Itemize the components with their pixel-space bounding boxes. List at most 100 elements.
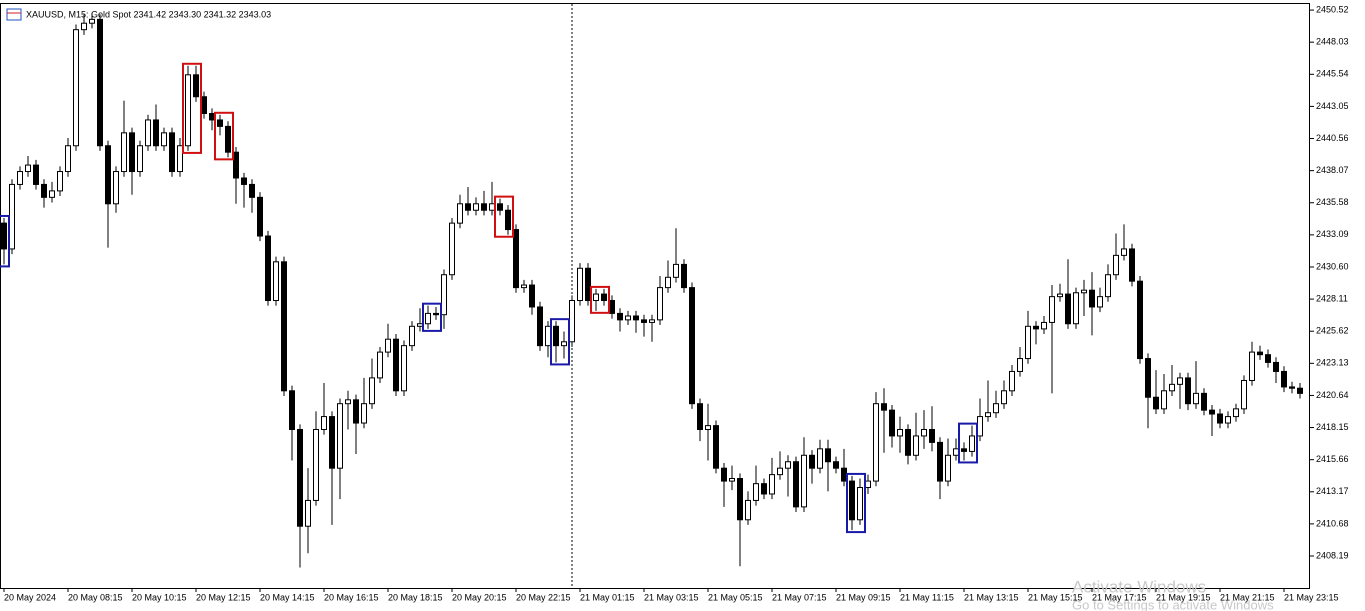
candle-body bbox=[897, 428, 903, 437]
candle-body bbox=[425, 312, 431, 325]
highlight-box bbox=[422, 302, 442, 332]
candle-body bbox=[977, 416, 983, 437]
x-tick-label: 20 May 14:15 bbox=[260, 592, 315, 602]
candle-body bbox=[217, 119, 223, 127]
candle-body bbox=[1081, 289, 1087, 294]
x-tick-label: 20 May 20:15 bbox=[452, 592, 507, 602]
candle-body bbox=[1025, 325, 1031, 360]
candle-body bbox=[273, 261, 279, 302]
candle-body bbox=[769, 474, 775, 495]
candle-body bbox=[865, 480, 871, 489]
candle-body bbox=[441, 274, 447, 316]
candle-body bbox=[1273, 361, 1279, 372]
candle-body bbox=[153, 119, 159, 147]
y-tick-label: 2443.05 bbox=[1316, 101, 1349, 111]
candle-body bbox=[809, 454, 815, 469]
candle-body bbox=[1161, 390, 1167, 410]
candle-body bbox=[1201, 392, 1207, 411]
candle-body bbox=[1177, 377, 1183, 385]
candle-body bbox=[241, 177, 247, 185]
candle-body bbox=[921, 428, 927, 437]
candle-body bbox=[673, 263, 679, 278]
y-tick-label: 2415.66 bbox=[1316, 454, 1349, 464]
candle-body bbox=[313, 428, 319, 501]
candle-body bbox=[529, 284, 535, 308]
y-tick-label: 2435.58 bbox=[1316, 197, 1349, 207]
candle-body bbox=[833, 461, 839, 469]
candle-body bbox=[681, 263, 687, 289]
candle-body bbox=[1249, 351, 1255, 381]
highlight-box bbox=[590, 285, 610, 314]
x-tick-label: 20 May 12:15 bbox=[196, 592, 251, 602]
candle-body bbox=[409, 325, 415, 347]
x-tick-label: 20 May 08:15 bbox=[68, 592, 123, 602]
x-tick-label: 20 May 10:15 bbox=[132, 592, 187, 602]
candle-body bbox=[161, 132, 167, 147]
candle-body bbox=[737, 478, 743, 521]
candle-body bbox=[81, 22, 87, 31]
candle-body bbox=[1105, 274, 1111, 298]
x-tick-label: 21 May 23:15 bbox=[1284, 592, 1339, 602]
candle-body bbox=[401, 345, 407, 392]
candle-body bbox=[937, 441, 943, 482]
candle-body bbox=[1265, 354, 1271, 363]
candle-body bbox=[105, 145, 111, 205]
candle-body bbox=[33, 164, 39, 185]
chart-icon bbox=[6, 8, 22, 21]
candle-body bbox=[761, 483, 767, 495]
candle-body bbox=[889, 409, 895, 437]
candle-body bbox=[169, 132, 175, 173]
candle-body bbox=[465, 203, 471, 211]
candle-body bbox=[193, 74, 199, 98]
candle-body bbox=[337, 403, 343, 469]
candle-body bbox=[1113, 254, 1119, 276]
x-tick-label: 20 May 18:15 bbox=[388, 592, 443, 602]
candle-body bbox=[721, 467, 727, 482]
x-tick-label: 20 May 16:15 bbox=[324, 592, 379, 602]
candle-body bbox=[1281, 370, 1287, 388]
candle-body bbox=[577, 267, 583, 302]
candle-body bbox=[281, 261, 287, 392]
candle-body bbox=[233, 151, 239, 179]
candle-body bbox=[1209, 409, 1215, 415]
y-tick-label: 2425.62 bbox=[1316, 326, 1349, 336]
candle-body bbox=[641, 319, 647, 323]
candle-body bbox=[97, 18, 103, 147]
candle-body bbox=[793, 461, 799, 508]
candle-body bbox=[1033, 325, 1039, 330]
x-tick-label: 21 May 01:15 bbox=[580, 592, 635, 602]
watermark: Activate Windows bbox=[1072, 577, 1206, 596]
highlight-box bbox=[182, 62, 202, 154]
candle-body bbox=[41, 183, 47, 198]
candle-body bbox=[537, 306, 543, 347]
candle-body bbox=[1017, 358, 1023, 372]
highlight-box bbox=[0, 214, 10, 268]
candle-body bbox=[825, 448, 831, 463]
y-tick-label: 2445.54 bbox=[1316, 69, 1349, 79]
candle-body bbox=[609, 300, 615, 314]
candle-body bbox=[905, 428, 911, 456]
candle-body bbox=[209, 113, 215, 121]
candle-body bbox=[385, 338, 391, 353]
candle-body bbox=[449, 222, 455, 276]
x-tick-label: 21 May 19:15 bbox=[1156, 592, 1211, 602]
candle-body bbox=[9, 183, 15, 250]
candle-body bbox=[17, 171, 23, 185]
candle-body bbox=[113, 171, 119, 205]
candle-body bbox=[369, 377, 375, 405]
candle-body bbox=[265, 235, 271, 302]
candle-body bbox=[585, 267, 591, 302]
candle-body bbox=[305, 499, 311, 527]
candle-body bbox=[1009, 370, 1015, 392]
candle-body bbox=[881, 403, 887, 411]
candle-body bbox=[929, 428, 935, 443]
candle-body bbox=[129, 132, 135, 173]
candle-body bbox=[777, 467, 783, 476]
candle-body bbox=[553, 325, 559, 347]
candle-body bbox=[561, 341, 567, 347]
candle-body bbox=[545, 325, 551, 347]
y-tick-label: 2450.52 bbox=[1316, 4, 1349, 14]
candle-body bbox=[25, 164, 31, 173]
candle-body bbox=[457, 203, 463, 224]
candle-body bbox=[841, 467, 847, 482]
